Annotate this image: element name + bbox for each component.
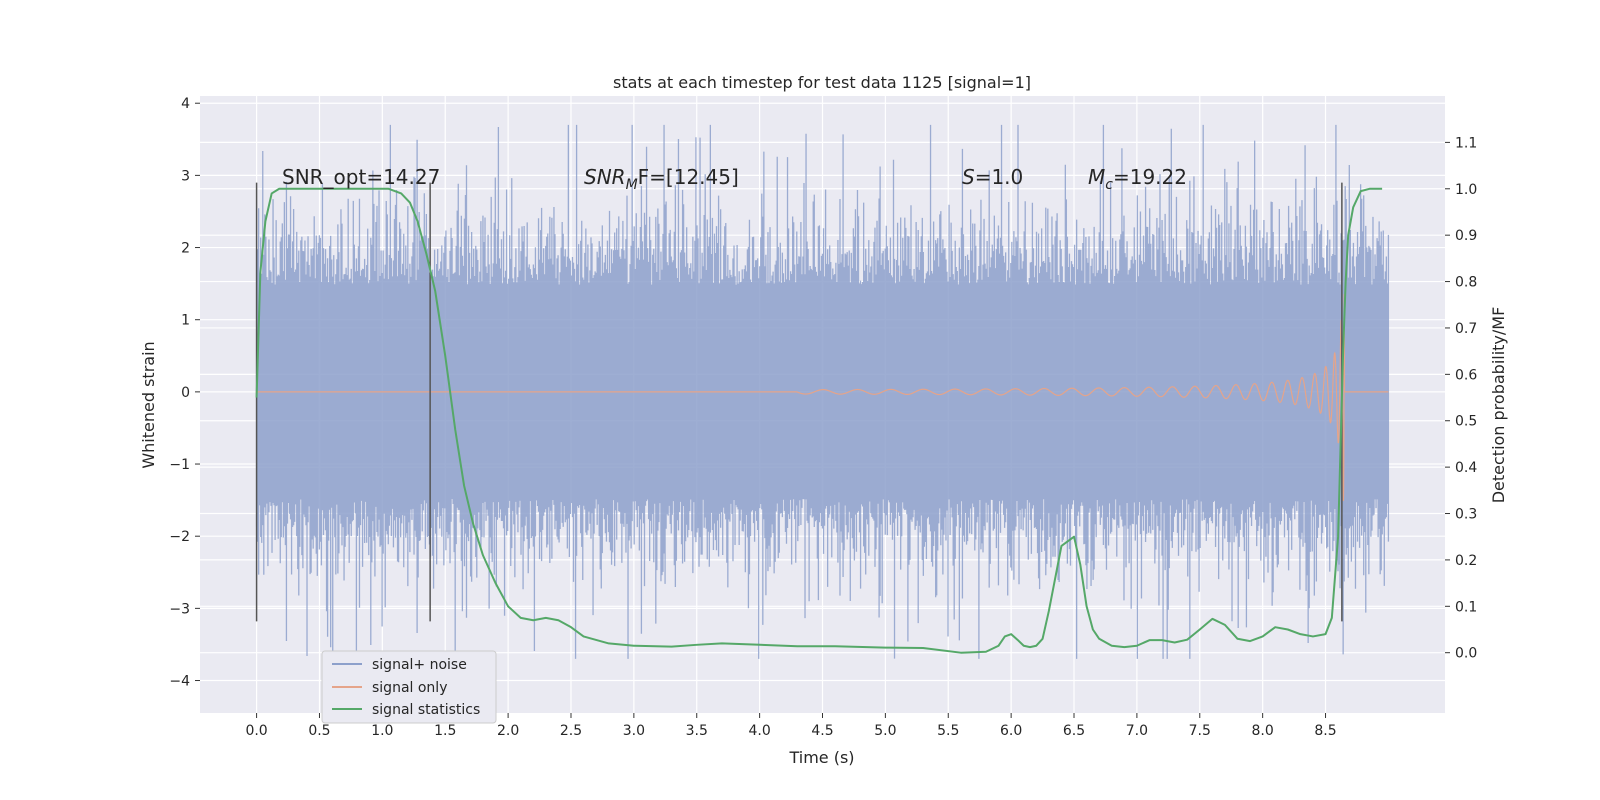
x-tick-label: 0.5 (308, 723, 330, 739)
y2-tick-label: 1.0 (1455, 182, 1477, 198)
y-tick-label: 2 (181, 241, 190, 257)
mc-subscript: c (1105, 177, 1113, 193)
annotation-mc: Mc=19.22 (1088, 165, 1187, 193)
y2-tick-label: 0.6 (1455, 367, 1477, 383)
x-tick-label: 3.5 (686, 723, 708, 739)
legend-label-noise: signal+ noise (372, 657, 467, 673)
y2-tick-label: 0.3 (1455, 507, 1477, 523)
annotation-snr-mf: SNRMF=[12.45] (584, 165, 739, 193)
x-tick-label: 5.5 (937, 723, 959, 739)
legend-label-stats: signal statistics (372, 702, 480, 718)
ticks: 0.0 0.5 1.0 1.5 2.0 2.5 3.0 3.5 4.0 4.5 5.0 5.5 6.0 6… (169, 96, 1477, 739)
s-italic: S (962, 165, 975, 189)
x-tick-label: 2.0 (497, 723, 519, 739)
snr-mf-italic: SNR (584, 165, 626, 189)
y-tick-label: 3 (181, 168, 190, 184)
y-tick-label: 0 (181, 385, 190, 401)
y-tick-label: −4 (169, 674, 190, 690)
x-axis-label: Time (s) (788, 748, 854, 767)
chart-title: stats at each timestep for test data 112… (613, 73, 1031, 92)
legend-box (321, 650, 497, 724)
y2-tick-label: 0.1 (1455, 599, 1477, 615)
x-tick-label: 3.0 (623, 723, 645, 739)
y-axis-label: Whitened strain (139, 341, 158, 468)
x-tick-label: 8.0 (1252, 723, 1274, 739)
x-tick-label: 7.0 (1126, 723, 1148, 739)
signal-statistics-series (255, 187, 1383, 654)
y2-axis-label: Detection probability/MF (1489, 307, 1508, 504)
y-tick-label: 1 (181, 313, 190, 329)
x-tick-label: 4.0 (748, 723, 770, 739)
y-tick-label: −1 (169, 457, 190, 473)
y2-tick-label: 0.0 (1455, 646, 1477, 662)
mc-rest: =19.22 (1113, 165, 1187, 189)
x-tick-label: 1.5 (434, 723, 456, 739)
x-tick-label: 6.0 (1000, 723, 1022, 739)
x-tick-label: 5.0 (874, 723, 896, 739)
x-tick-label: 8.5 (1314, 723, 1336, 739)
y-tick-label: −2 (169, 529, 190, 545)
y-tick-label: 4 (181, 96, 190, 112)
y2-tick-label: 0.8 (1455, 275, 1477, 291)
mc-italic: M (1088, 165, 1105, 189)
x-tick-label: 4.5 (811, 723, 833, 739)
signal-only-series (256, 294, 1389, 501)
snr-mf-subscript: M (626, 177, 638, 193)
snr-mf-rest: F=[12.45] (638, 165, 739, 189)
y2-tick-label: 1.1 (1455, 135, 1477, 151)
y2-tick-label: 0.9 (1455, 228, 1477, 244)
x-tick-label: 0.0 (245, 723, 267, 739)
signal-only-trace (256, 294, 1389, 501)
annotation-snr-opt: SNR_opt=14.27 (282, 165, 440, 189)
y2-tick-label: 0.4 (1455, 460, 1477, 476)
s-rest: =1.0 (975, 165, 1024, 189)
x-tick-label: 2.5 (560, 723, 582, 739)
legend-label-signal: signal only (372, 680, 447, 696)
y-tick-label: −3 (169, 601, 190, 617)
x-tick-label: 7.5 (1189, 723, 1211, 739)
annotation-s: S=1.0 (962, 165, 1023, 189)
x-tick-label: 6.5 (1063, 723, 1085, 739)
signal-statistics-trace (255, 187, 1383, 654)
y2-tick-label: 0.5 (1455, 414, 1477, 430)
legend: signal+ noise signal only signal statist… (321, 650, 497, 724)
y2-tick-label: 0.7 (1455, 321, 1477, 337)
x-tick-label: 1.0 (371, 723, 393, 739)
y2-tick-label: 0.2 (1455, 553, 1477, 569)
